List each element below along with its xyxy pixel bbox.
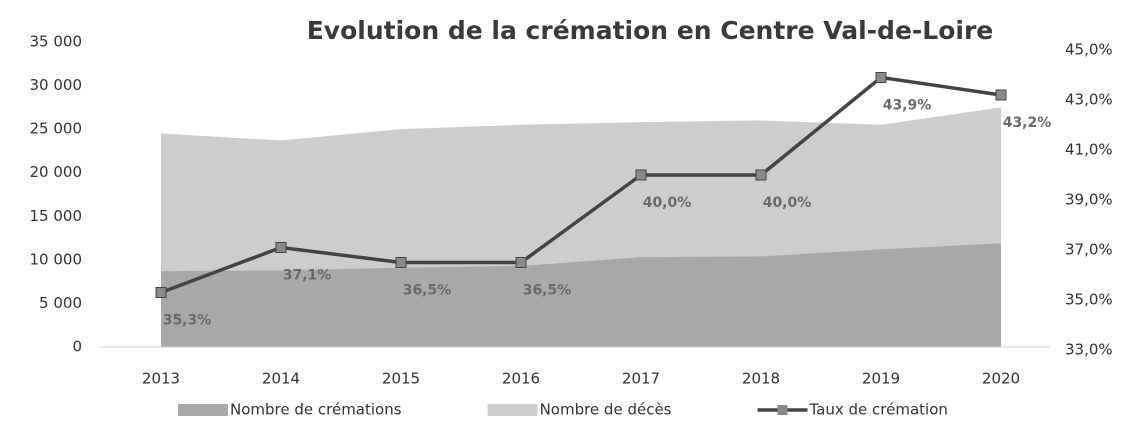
x-tick-label: 2017 [622, 370, 660, 388]
y2-tick-label: 43,0% [1065, 91, 1113, 109]
legend-swatch [178, 404, 228, 416]
value-label: 43,9% [883, 98, 932, 114]
value-label: 35,3% [163, 313, 212, 329]
chart-title: Evolution de la crémation en Centre Val-… [307, 16, 994, 45]
y-tick-label: 35 000 [30, 33, 83, 51]
y2-tick-label: 41,0% [1065, 141, 1113, 159]
value-label: 36,5% [403, 283, 452, 299]
line [160, 75, 1002, 295]
legend-label: Taux de crémation [809, 401, 948, 419]
value-label: 40,0% [643, 195, 692, 211]
y-tick-label: 5 000 [39, 294, 82, 312]
y-tick-label: 10 000 [30, 250, 83, 268]
y-tick-label: 0 [72, 338, 82, 356]
marker [275, 242, 287, 253]
x-tick-label: 2014 [262, 370, 300, 388]
marker [635, 169, 647, 181]
y-tick-label: 15 000 [30, 207, 83, 225]
x-tick-label: 2015 [382, 370, 420, 388]
y-tick-label: 30 000 [30, 76, 83, 94]
legend-label: Nombre de décès [540, 401, 672, 419]
value-label: 36,5% [523, 283, 572, 299]
legend-swatch [487, 404, 538, 416]
marker [515, 257, 527, 268]
y2-tick-label: 45,0% [1065, 41, 1113, 59]
area [161, 243, 1001, 347]
legend-label: Nombre de crémations [230, 401, 402, 419]
y-tick-label: 25 000 [30, 120, 83, 138]
value-label: 40,0% [763, 195, 812, 211]
y2-tick-label: 39,0% [1065, 191, 1113, 209]
y-tick-label: 20 000 [30, 163, 83, 181]
y2-tick-label: 35,0% [1065, 291, 1113, 309]
marker [155, 287, 167, 298]
marker [755, 169, 767, 181]
legend-marker [777, 405, 788, 415]
value-label: 37,1% [283, 268, 332, 284]
marker [395, 257, 407, 268]
x-tick-label: 2020 [982, 370, 1020, 388]
x-tick-label: 2019 [862, 370, 900, 388]
x-tick-label: 2013 [142, 370, 180, 388]
y2-tick-label: 37,0% [1065, 241, 1113, 259]
x-tick-label: 2016 [502, 370, 540, 388]
y2-tick-label: 33,0% [1065, 341, 1113, 359]
marker [995, 89, 1007, 101]
marker [875, 72, 887, 83]
value-label: 43,2% [1003, 115, 1052, 131]
x-tick-label: 2018 [742, 370, 780, 388]
